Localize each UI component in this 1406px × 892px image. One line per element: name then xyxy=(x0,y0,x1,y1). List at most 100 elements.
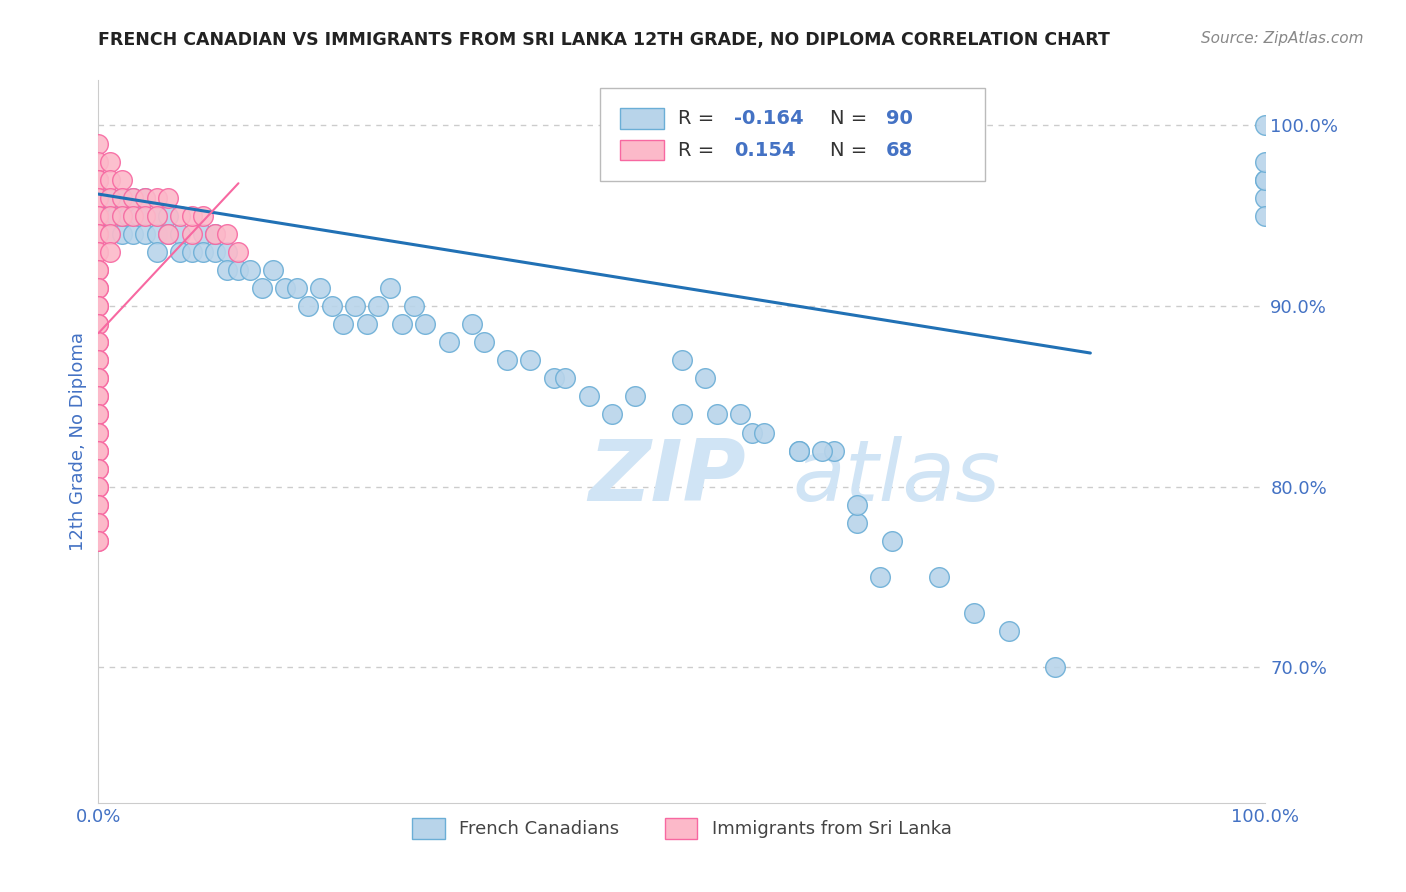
Point xyxy=(169,209,191,223)
Point xyxy=(157,227,180,241)
Point xyxy=(157,191,180,205)
Y-axis label: 12th Grade, No Diploma: 12th Grade, No Diploma xyxy=(69,332,87,551)
Point xyxy=(134,227,156,241)
Point xyxy=(554,371,576,385)
Point xyxy=(87,191,110,205)
FancyBboxPatch shape xyxy=(620,109,665,128)
Point xyxy=(87,389,110,403)
Point xyxy=(134,209,156,223)
FancyBboxPatch shape xyxy=(600,87,986,181)
Point xyxy=(285,281,308,295)
Point xyxy=(180,227,202,241)
Text: -0.164: -0.164 xyxy=(734,109,804,128)
Text: N =: N = xyxy=(830,141,873,160)
Point xyxy=(204,244,226,259)
Legend: French Canadians, Immigrants from Sri Lanka: French Canadians, Immigrants from Sri La… xyxy=(405,811,959,846)
Point xyxy=(297,299,319,313)
Point xyxy=(87,335,110,350)
Point xyxy=(356,317,378,331)
Point xyxy=(309,281,332,295)
Point xyxy=(87,263,110,277)
Point xyxy=(215,227,238,241)
FancyBboxPatch shape xyxy=(620,140,665,161)
Point xyxy=(367,299,389,313)
Point xyxy=(87,172,110,186)
Point xyxy=(98,227,121,241)
Point xyxy=(87,425,110,440)
Point xyxy=(87,317,110,331)
Point xyxy=(122,209,145,223)
Point xyxy=(228,244,250,259)
Point xyxy=(215,244,238,259)
Point xyxy=(846,516,869,530)
Point xyxy=(93,191,115,205)
Point xyxy=(87,263,110,277)
Point xyxy=(87,353,110,368)
Point xyxy=(87,533,110,548)
Point xyxy=(87,244,110,259)
Point xyxy=(134,209,156,223)
Point xyxy=(122,227,145,241)
Point xyxy=(962,606,984,620)
Point xyxy=(98,154,121,169)
Point xyxy=(1254,209,1277,223)
Point xyxy=(104,209,127,223)
Point xyxy=(1254,172,1277,186)
Point xyxy=(87,227,110,241)
Point xyxy=(87,353,110,368)
Point xyxy=(228,263,250,277)
Point xyxy=(204,227,226,241)
Point xyxy=(87,533,110,548)
Point xyxy=(274,281,297,295)
Point xyxy=(461,317,484,331)
Point xyxy=(97,209,120,223)
Text: Source: ZipAtlas.com: Source: ZipAtlas.com xyxy=(1201,31,1364,46)
Point xyxy=(146,244,169,259)
Text: 90: 90 xyxy=(886,109,912,128)
Text: R =: R = xyxy=(679,141,721,160)
Point xyxy=(157,227,180,241)
Point xyxy=(111,209,134,223)
Point xyxy=(671,353,693,368)
Point xyxy=(111,172,134,186)
Point xyxy=(98,209,121,223)
Point xyxy=(880,533,903,548)
Point xyxy=(87,371,110,385)
Point xyxy=(87,461,110,475)
Point xyxy=(98,191,121,205)
Point xyxy=(87,498,110,512)
Point xyxy=(87,209,110,223)
Point xyxy=(250,281,273,295)
Point xyxy=(180,244,202,259)
Point xyxy=(87,154,110,169)
Point xyxy=(1254,154,1277,169)
Point xyxy=(122,209,145,223)
Point xyxy=(519,353,541,368)
Point xyxy=(169,244,191,259)
Point xyxy=(146,209,169,223)
Point xyxy=(600,408,623,422)
Point xyxy=(87,516,110,530)
Point xyxy=(741,425,763,440)
Point xyxy=(87,335,110,350)
Text: R =: R = xyxy=(679,109,721,128)
Point xyxy=(111,227,134,241)
Text: N =: N = xyxy=(830,109,873,128)
Text: 0.154: 0.154 xyxy=(734,141,796,160)
Point xyxy=(122,191,145,205)
Point xyxy=(811,443,834,458)
Point xyxy=(87,425,110,440)
Point xyxy=(1254,119,1277,133)
Point xyxy=(624,389,647,403)
Point xyxy=(87,172,110,186)
Point xyxy=(87,480,110,494)
Point xyxy=(87,227,110,241)
Point xyxy=(997,624,1019,639)
Point xyxy=(157,209,180,223)
Point xyxy=(543,371,565,385)
Point xyxy=(87,172,110,186)
Point xyxy=(87,371,110,385)
Point xyxy=(146,209,169,223)
Point xyxy=(215,263,238,277)
Point xyxy=(671,408,693,422)
